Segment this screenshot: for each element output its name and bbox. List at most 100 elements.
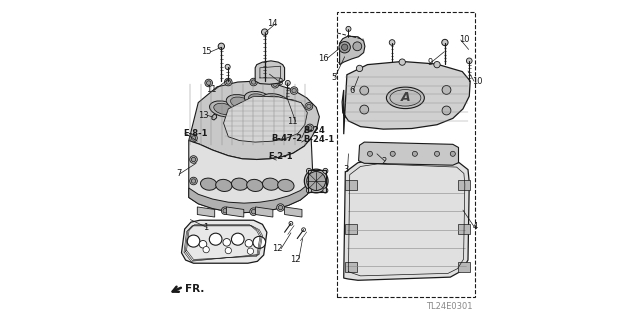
Ellipse shape	[207, 81, 211, 85]
Polygon shape	[458, 262, 470, 272]
Ellipse shape	[434, 62, 440, 68]
Ellipse shape	[191, 136, 196, 140]
Ellipse shape	[191, 179, 196, 183]
Text: 11: 11	[287, 117, 297, 126]
Ellipse shape	[253, 236, 266, 249]
Text: 2: 2	[381, 157, 387, 166]
Ellipse shape	[291, 87, 298, 94]
Ellipse shape	[214, 103, 234, 115]
Ellipse shape	[360, 86, 369, 95]
Polygon shape	[189, 138, 313, 213]
Polygon shape	[458, 180, 470, 189]
Ellipse shape	[307, 172, 326, 190]
Ellipse shape	[346, 26, 351, 32]
Ellipse shape	[307, 188, 312, 193]
Ellipse shape	[367, 151, 372, 156]
Ellipse shape	[246, 179, 263, 191]
Ellipse shape	[276, 204, 284, 211]
Ellipse shape	[232, 233, 244, 245]
Text: 14: 14	[267, 19, 277, 28]
Ellipse shape	[399, 59, 405, 65]
Polygon shape	[223, 96, 307, 142]
Ellipse shape	[262, 178, 279, 190]
Text: B-24-1: B-24-1	[303, 135, 335, 145]
Text: 10: 10	[459, 35, 470, 44]
Text: 10: 10	[472, 77, 483, 85]
Text: 12: 12	[290, 255, 300, 263]
Ellipse shape	[245, 240, 253, 247]
Text: FR.: FR.	[185, 284, 204, 294]
Ellipse shape	[189, 156, 197, 163]
Polygon shape	[227, 207, 244, 217]
Ellipse shape	[189, 177, 197, 185]
Ellipse shape	[353, 42, 362, 51]
Ellipse shape	[189, 134, 197, 142]
Ellipse shape	[244, 92, 273, 108]
Ellipse shape	[199, 241, 207, 248]
Text: 13: 13	[198, 111, 209, 120]
Text: 3: 3	[344, 165, 349, 174]
Ellipse shape	[390, 151, 396, 156]
Ellipse shape	[221, 207, 229, 214]
Ellipse shape	[307, 104, 311, 108]
Text: A: A	[401, 91, 410, 104]
Text: 1: 1	[204, 223, 209, 232]
Ellipse shape	[216, 179, 232, 191]
Polygon shape	[342, 62, 470, 134]
Ellipse shape	[187, 235, 200, 247]
Ellipse shape	[339, 41, 350, 53]
Polygon shape	[255, 207, 273, 217]
Polygon shape	[255, 61, 285, 84]
Ellipse shape	[218, 43, 225, 49]
Text: 12: 12	[272, 244, 283, 253]
Polygon shape	[197, 207, 214, 217]
Polygon shape	[212, 114, 216, 120]
Ellipse shape	[389, 40, 395, 45]
Text: TL24E0301: TL24E0301	[426, 302, 472, 311]
Ellipse shape	[387, 87, 424, 108]
Ellipse shape	[305, 169, 328, 193]
Ellipse shape	[342, 44, 348, 50]
Ellipse shape	[285, 80, 291, 85]
Ellipse shape	[209, 101, 237, 117]
Polygon shape	[346, 180, 356, 189]
Ellipse shape	[262, 29, 268, 35]
Ellipse shape	[232, 178, 248, 190]
Ellipse shape	[225, 64, 230, 69]
Ellipse shape	[412, 151, 417, 156]
Ellipse shape	[271, 80, 279, 88]
Ellipse shape	[225, 78, 232, 86]
Text: 16: 16	[318, 54, 329, 63]
Ellipse shape	[442, 85, 451, 94]
Ellipse shape	[248, 94, 268, 105]
Ellipse shape	[225, 248, 232, 254]
Text: 7: 7	[176, 169, 182, 178]
Ellipse shape	[305, 103, 313, 110]
Ellipse shape	[227, 95, 254, 111]
Ellipse shape	[200, 178, 217, 190]
Text: 5: 5	[331, 73, 337, 82]
Ellipse shape	[323, 188, 328, 193]
Ellipse shape	[451, 151, 455, 156]
Polygon shape	[358, 142, 458, 165]
Polygon shape	[458, 224, 470, 234]
Ellipse shape	[442, 39, 448, 46]
Ellipse shape	[306, 124, 314, 132]
Ellipse shape	[278, 179, 294, 191]
Polygon shape	[340, 36, 365, 65]
Ellipse shape	[323, 168, 328, 174]
Ellipse shape	[356, 65, 363, 71]
Ellipse shape	[191, 157, 196, 162]
Polygon shape	[182, 220, 267, 263]
Text: E-8-1: E-8-1	[184, 129, 208, 138]
Ellipse shape	[442, 106, 451, 115]
Ellipse shape	[261, 94, 289, 110]
Text: B-24: B-24	[303, 126, 325, 135]
Ellipse shape	[308, 126, 312, 130]
Ellipse shape	[223, 239, 230, 246]
Bar	[337, 12, 475, 297]
Ellipse shape	[250, 208, 257, 215]
Text: 6: 6	[349, 86, 355, 95]
Ellipse shape	[266, 96, 285, 107]
Text: 11: 11	[206, 85, 216, 94]
